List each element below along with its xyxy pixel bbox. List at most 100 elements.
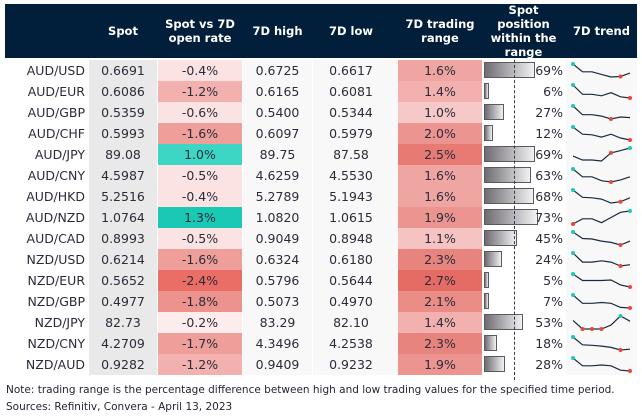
trend-sparkline — [571, 293, 632, 310]
spot-vs-open-value: -1.6% — [158, 249, 242, 270]
trend-cell — [566, 60, 637, 81]
spot-value: 0.5652 — [89, 270, 157, 291]
trend-low-marker — [609, 150, 613, 155]
pair-label: NZD/CNY — [27, 336, 85, 351]
trend-sparkline — [571, 62, 631, 79]
trend-low-marker — [599, 327, 604, 331]
position-cell: 18% — [482, 333, 565, 354]
spot-value: 0.5993 — [89, 123, 157, 144]
position-value: 24% — [535, 252, 563, 267]
trend-sparkline — [571, 251, 631, 268]
column-gap — [389, 60, 398, 375]
trend-low-marker — [628, 306, 632, 310]
high-value: 0.9049 — [243, 228, 312, 249]
trend-high-marker — [571, 335, 575, 339]
position-cell: 69% — [482, 60, 565, 81]
pair-label: AUD/CHF — [28, 126, 85, 141]
position-cell: 45% — [482, 228, 565, 249]
trend-low-marker — [571, 222, 575, 226]
high-value: 5.2789 — [243, 186, 312, 207]
position-cell: 24% — [482, 249, 565, 270]
trend-sparkline — [571, 167, 631, 184]
position-cell: 69% — [482, 144, 565, 165]
position-bar — [484, 188, 534, 204]
position-cell: 73% — [482, 207, 565, 228]
trend-cell — [566, 81, 637, 102]
trend-line — [572, 210, 631, 225]
position-value: 63% — [535, 168, 563, 183]
low-value: 4.5530 — [313, 165, 389, 186]
trend-low-marker — [628, 285, 632, 289]
spot-value: 4.2709 — [89, 333, 157, 354]
trend-high-marker — [571, 293, 575, 297]
spot-value: 0.4977 — [89, 291, 157, 312]
trend-low-marker — [618, 199, 623, 204]
trend-sparkline — [571, 188, 631, 204]
trend-line — [572, 252, 631, 267]
pair-label: AUD/USD — [26, 63, 85, 78]
position-bar — [484, 272, 489, 288]
table-row: NZD/CNY 4.2709 -1.7% 4.3496 4.2538 2.3% 18% — [5, 333, 637, 354]
trend-low-marker — [618, 74, 623, 79]
spot-value: 0.6214 — [89, 249, 157, 270]
trend-cell — [566, 144, 637, 165]
pair-label: AUD/NZD — [25, 210, 85, 225]
position-bar — [484, 230, 517, 246]
trend-high-marker — [571, 83, 575, 87]
trend-cell — [566, 102, 637, 123]
trend-cell — [566, 207, 637, 228]
trend-high-marker — [571, 230, 575, 234]
high-value: 89.75 — [243, 144, 312, 165]
table-row: AUD/CAD 0.8993 -0.5% 0.9049 0.8948 1.1% 45% — [5, 228, 637, 249]
pair-label: AUD/JPY — [34, 147, 85, 162]
trend-sparkline — [571, 104, 631, 121]
high-value: 0.6097 — [243, 123, 312, 144]
range-value: 1.9% — [398, 354, 482, 375]
table-row: NZD/USD 0.6214 -1.6% 0.6324 0.6180 2.3% 24% — [5, 249, 637, 270]
spot-value: 0.8993 — [89, 228, 157, 249]
trend-cell — [566, 354, 637, 375]
position-bar — [484, 83, 489, 99]
trend-cell — [566, 291, 637, 312]
table-row: AUD/JPY 89.08 1.0% 89.75 87.58 2.5% 69% — [5, 144, 637, 165]
spot-value: 0.5359 — [89, 102, 157, 123]
trend-line — [572, 147, 631, 162]
spot-vs-open-value: -0.4% — [158, 186, 242, 207]
trend-sparkline — [571, 356, 632, 373]
range-value: 2.7% — [398, 270, 482, 291]
trend-sparkline — [571, 272, 632, 289]
position-bar — [484, 146, 535, 162]
table-header: Spot Spot vs 7D open rate 7D high 7D low… — [5, 3, 637, 59]
spot-value: 89.08 — [89, 144, 157, 165]
trend-low-marker — [609, 117, 613, 121]
range-value: 1.6% — [398, 165, 482, 186]
header-spot-position: Spot position within the range — [490, 3, 557, 59]
spot-vs-open-value: -1.8% — [158, 291, 242, 312]
spot-vs-open-value: -1.7% — [158, 333, 242, 354]
position-value: 5% — [543, 273, 563, 288]
position-cell: 68% — [482, 186, 565, 207]
sources-line: Sources: Refinitiv, Convera - April 13, … — [6, 401, 233, 413]
range-value: 2.3% — [398, 249, 482, 270]
trend-sparkline — [571, 125, 632, 142]
spot-value: 0.6691 — [89, 60, 157, 81]
spot-vs-open-value: 1.3% — [158, 207, 242, 228]
table-row: AUD/NZD 1.0764 1.3% 1.0820 1.0615 1.9% 73% — [5, 207, 637, 228]
position-cell: 12% — [482, 123, 565, 144]
trend-line — [572, 273, 631, 288]
position-bar — [484, 314, 523, 330]
high-value: 83.29 — [243, 312, 312, 333]
position-cell: 27% — [482, 102, 565, 123]
trend-cell — [566, 312, 637, 333]
spot-value: 4.5987 — [89, 165, 157, 186]
pair-label: NZD/JPY — [34, 315, 85, 330]
low-value: 0.5344 — [313, 102, 389, 123]
trend-high-marker — [571, 251, 575, 255]
position-bar — [484, 251, 502, 267]
trend-cell — [566, 186, 637, 207]
trend-cell — [566, 165, 637, 186]
pair-label: AUD/GBP — [27, 105, 85, 120]
pair-label: AUD/EUR — [27, 84, 85, 99]
position-value: 73% — [535, 210, 563, 225]
position-cell: 5% — [482, 270, 565, 291]
